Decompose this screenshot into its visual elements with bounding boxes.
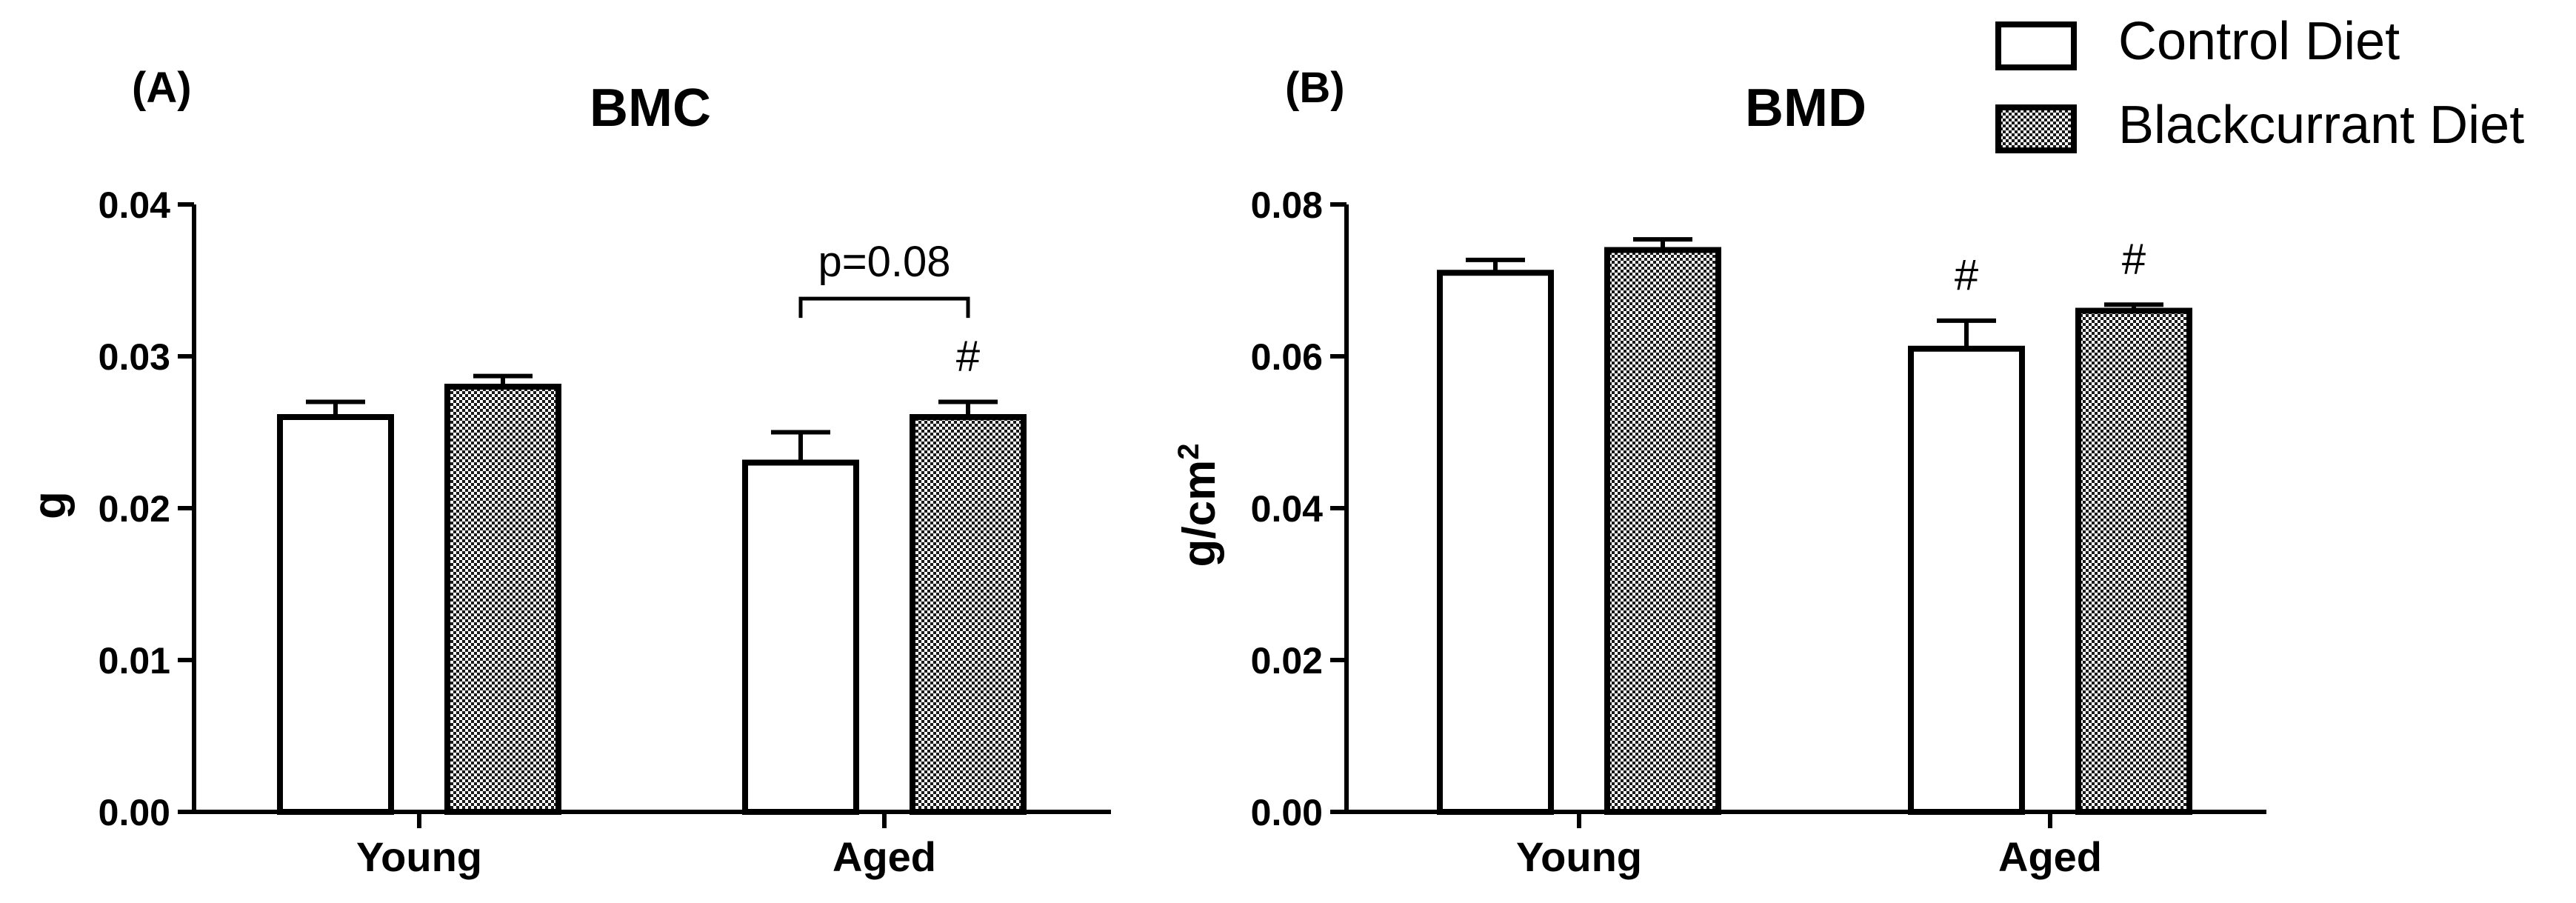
y-axis-label-text: g/cm — [1174, 460, 1225, 567]
bar — [444, 384, 561, 815]
panel-label: (A) — [132, 64, 192, 112]
legend: Control Diet Blackcurrant Diet — [1995, 12, 2524, 155]
annotations: #p=0.08 — [798, 238, 980, 381]
bar — [2075, 307, 2192, 815]
bar — [910, 414, 1027, 815]
bar — [277, 414, 394, 815]
y-tick-label: 0.01 — [99, 640, 170, 682]
panel-a: (A) BMC g 0.00 0.01 0.02 0.03 0.04 Young Aged… — [24, 64, 1111, 880]
y-axis-label: g/cm2 — [1172, 444, 1225, 567]
legend-swatch-blackcurrant — [1995, 104, 2077, 153]
annotations: # # — [1955, 235, 2146, 299]
significance-marker: # — [2122, 235, 2146, 283]
y-tick-label: 0.08 — [1251, 184, 1323, 226]
error-bars — [1466, 237, 2163, 349]
bars — [277, 384, 1027, 815]
x-axis: Young Aged — [192, 810, 1111, 880]
y-tick-label: 0.04 — [1251, 488, 1324, 530]
y-axis-label-text: g — [24, 491, 76, 519]
legend-entry-blackcurrant: Blackcurrant Diet — [1995, 96, 2524, 155]
bar — [1437, 270, 1554, 815]
y-tick-label: 0.02 — [99, 488, 170, 530]
significance-marker: # — [1955, 251, 1978, 299]
bar — [742, 459, 859, 815]
y-axis-label: g — [24, 491, 76, 519]
x-axis: Young Aged — [1344, 810, 2266, 880]
y-tick-label: 0.00 — [99, 792, 170, 833]
legend-entry-control: Control Diet — [1995, 12, 2400, 71]
legend-swatch-control — [1995, 21, 2077, 70]
y-tick-label: 0.06 — [1251, 336, 1323, 378]
y-axis: 0.00 0.01 0.02 0.03 0.04 — [99, 184, 196, 833]
y-tick-label: 0.03 — [99, 336, 170, 378]
legend-label-blackcurrant: Blackcurrant Diet — [2118, 96, 2524, 155]
chart-title: BMC — [590, 79, 711, 138]
error-bars — [306, 373, 998, 463]
x-tick-label: Young — [1516, 833, 1642, 880]
bar — [1604, 247, 1721, 815]
y-axis-label-superscript: 2 — [1172, 444, 1205, 460]
y-tick-label: 0.00 — [1251, 792, 1323, 833]
x-tick-label: Aged — [1998, 833, 2102, 880]
chart-title: BMD — [1745, 79, 1866, 138]
bracket-line — [798, 296, 970, 319]
x-tick-label: Aged — [832, 833, 936, 880]
legend-label-control: Control Diet — [2118, 12, 2400, 71]
x-tick-label: Young — [356, 833, 482, 880]
bar — [1908, 345, 2025, 815]
bracket-label: p=0.08 — [818, 238, 950, 286]
bars — [1437, 247, 2192, 815]
y-axis: 0.00 0.02 0.04 0.06 0.08 — [1251, 184, 1349, 833]
panel-b: (B) BMD g/cm2 0.00 0.02 0.04 0.06 0.08 Young… — [1172, 64, 2266, 880]
significance-marker: # — [956, 333, 980, 381]
y-tick-label: 0.02 — [1251, 640, 1323, 682]
y-tick-label: 0.04 — [99, 184, 171, 226]
panel-label: (B) — [1285, 64, 1345, 112]
